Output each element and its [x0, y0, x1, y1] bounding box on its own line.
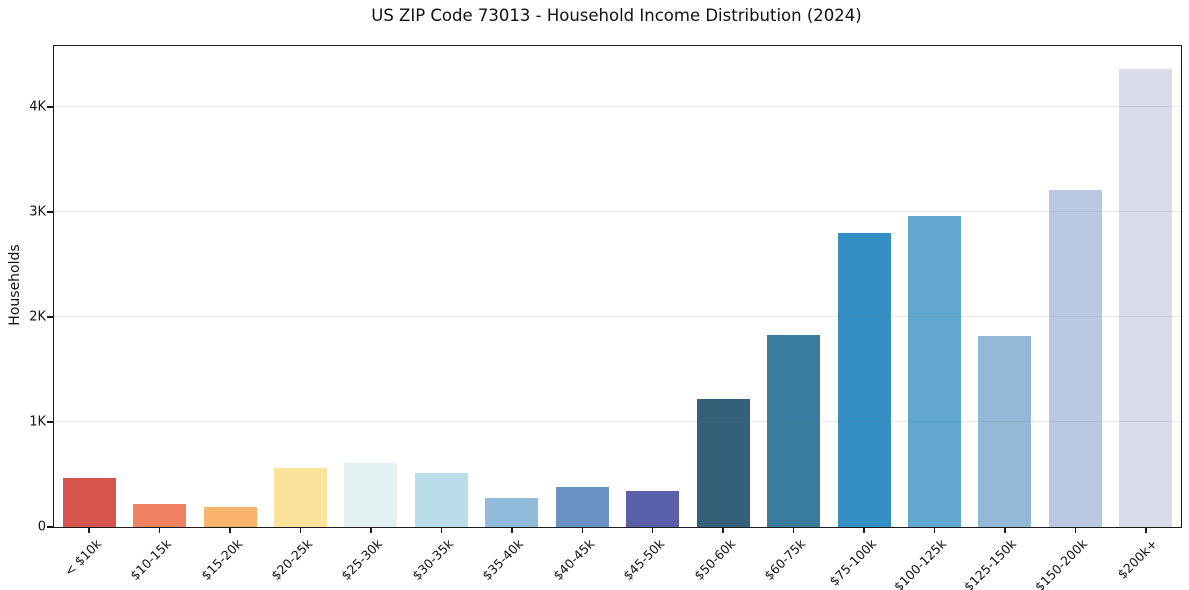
x-axis-tick — [1004, 527, 1006, 533]
x-axis-tick — [581, 527, 584, 533]
plot-area: 0 1K 2K 3K 4K < $10k $10-15k $15-20k $20-25k $25-… — [29, 45, 1182, 590]
y-axis-tick — [47, 421, 53, 423]
bar — [1119, 69, 1173, 527]
bar — [133, 504, 187, 527]
gridline — [54, 315, 1181, 317]
x-axis-tick — [1074, 527, 1077, 533]
x-tick-label: $20-25k — [268, 536, 316, 584]
y-axis-label: Households — [7, 244, 23, 326]
x-axis-tick — [651, 527, 654, 533]
gridline — [54, 210, 1181, 212]
x-axis-tick — [792, 527, 795, 533]
x-tick-label: $10-15k — [127, 536, 175, 584]
bar — [274, 468, 328, 527]
x-tick-label: $30-35k — [408, 536, 457, 584]
y-axis-tick — [47, 316, 53, 318]
bar — [344, 462, 398, 527]
gridline — [54, 105, 1181, 107]
x-tick-label: $60-75k — [761, 536, 809, 584]
bar — [485, 497, 539, 527]
y-axis-tick — [47, 106, 53, 108]
x-tick-label: $35-40k — [479, 536, 527, 584]
bar — [837, 232, 891, 527]
x-tick-label: $200k+ — [1114, 536, 1161, 582]
x-axis-tick — [299, 527, 302, 533]
x-axis-tick — [1145, 527, 1147, 533]
x-axis-tick — [511, 527, 513, 533]
bar — [907, 216, 961, 527]
y-tick-label: 0 — [37, 519, 46, 535]
x-tick-label: $50-60k — [690, 536, 738, 584]
x-axis-tick — [88, 527, 90, 533]
bar — [767, 334, 821, 527]
bar — [414, 472, 468, 527]
bar — [555, 487, 609, 527]
y-tick-label: 2K — [29, 309, 46, 325]
y-tick-label: 3K — [29, 204, 46, 220]
bar — [978, 336, 1032, 527]
x-tick-label: $75-100k — [825, 536, 879, 589]
y-tick-label: 4K — [29, 99, 46, 115]
x-tick-label: $150-200k — [1031, 536, 1090, 590]
x-tick-label: < $10k — [61, 536, 104, 579]
x-axis-tick — [158, 527, 161, 533]
x-axis-tick — [229, 527, 231, 533]
x-tick-label: $100-125k — [890, 536, 950, 590]
bar — [203, 506, 257, 527]
x-axis-tick — [863, 527, 865, 533]
x-axis-tick — [933, 527, 936, 533]
x-tick-label: $15-20k — [197, 536, 245, 584]
bar — [696, 398, 750, 527]
x-tick-label: $125-150k — [961, 536, 1020, 590]
chart-title: US ZIP Code 73013 - Household Income Dis… — [371, 6, 862, 25]
x-tick-label: $40-45k — [549, 536, 597, 584]
x-tick-label: $25-30k — [338, 536, 386, 584]
bar — [626, 490, 680, 527]
x-axis-tick — [722, 527, 724, 533]
x-axis-tick — [370, 527, 372, 533]
y-tick-label: 1K — [29, 414, 46, 430]
x-tick-label: $45-50k — [620, 536, 668, 584]
y-axis-tick — [47, 211, 53, 213]
x-axis-tick — [440, 527, 443, 533]
y-axis-tick — [47, 526, 53, 528]
bar — [1048, 189, 1102, 527]
bar — [62, 477, 116, 527]
